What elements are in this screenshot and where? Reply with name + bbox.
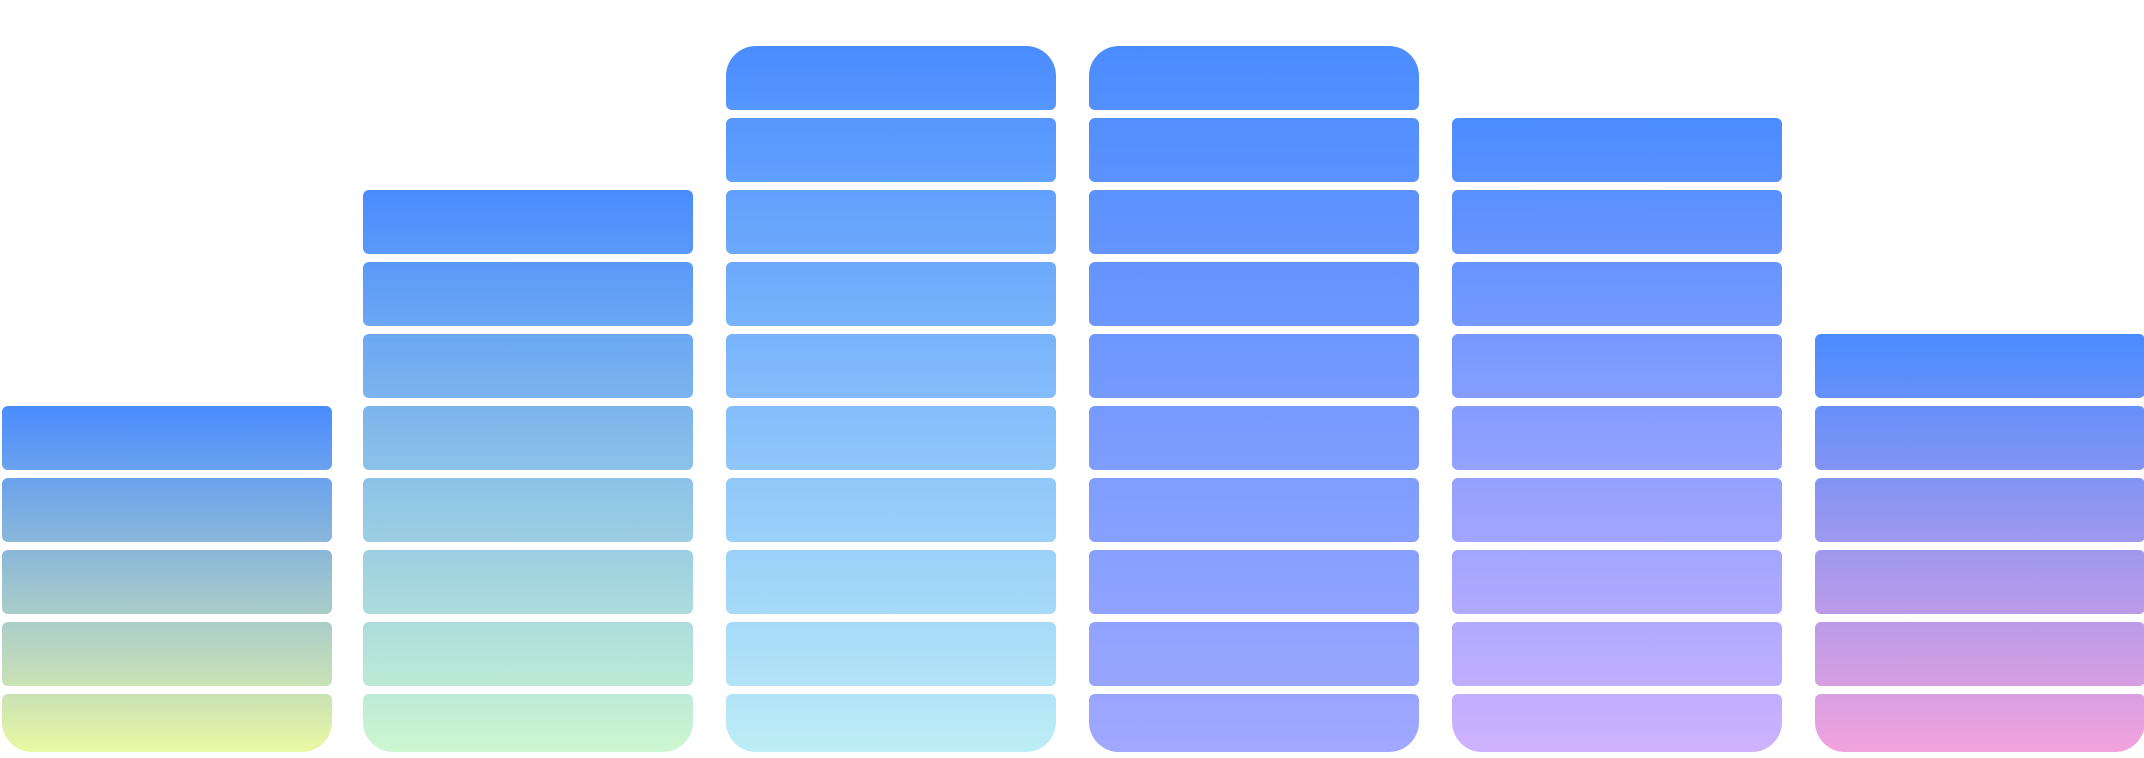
bar-segment (1452, 190, 1782, 254)
bar-column (2, 406, 332, 752)
bar-segment (1452, 406, 1782, 470)
bar-segment (726, 334, 1056, 398)
bar-segment (2, 406, 332, 470)
bar-column (1815, 334, 2144, 752)
bar-segment (363, 550, 693, 614)
bar-segment (1089, 694, 1419, 752)
bar-segment (1815, 694, 2144, 752)
bar-segment (1452, 262, 1782, 326)
bar-segment (1815, 478, 2144, 542)
bar-segment (1089, 118, 1419, 182)
bar-segment (1452, 622, 1782, 686)
bar-segment (1452, 478, 1782, 542)
bar-segment (1089, 478, 1419, 542)
bar-segment (363, 622, 693, 686)
bar-segment (2, 622, 332, 686)
bar-segment (726, 190, 1056, 254)
bar-segment (363, 478, 693, 542)
bar-segment (363, 406, 693, 470)
bar-segment (1089, 46, 1419, 110)
bar-segment (1452, 550, 1782, 614)
bar-column (726, 46, 1056, 752)
bar-column (363, 190, 693, 752)
bar-segment (1089, 190, 1419, 254)
bar-segment (2, 550, 332, 614)
bar-segment (1815, 550, 2144, 614)
bar-segment (726, 406, 1056, 470)
bar-segment (2, 694, 332, 752)
bars-layer (2, 46, 2144, 752)
bar-segment (726, 262, 1056, 326)
bar-segment (1089, 622, 1419, 686)
bar-segment (1089, 334, 1419, 398)
bar-segment (1452, 334, 1782, 398)
bar-segment (1089, 262, 1419, 326)
bar-segment (363, 694, 693, 752)
bar-segment (363, 190, 693, 254)
bar-segment (726, 478, 1056, 542)
bar-segment (726, 46, 1056, 110)
bar-segment (1815, 334, 2144, 398)
bar-column (1089, 46, 1419, 752)
bar-segment (1452, 694, 1782, 752)
bar-segment (726, 118, 1056, 182)
bar-segment (726, 694, 1056, 752)
bar-segment (363, 262, 693, 326)
bar-segment (726, 550, 1056, 614)
bar-column (1452, 118, 1782, 752)
bar-segment (363, 334, 693, 398)
bar-segment (726, 622, 1056, 686)
bar-segment (1089, 550, 1419, 614)
bar-segment (2, 478, 332, 542)
bar-segment (1452, 118, 1782, 182)
bar-segment (1815, 406, 2144, 470)
bar-segment (1089, 406, 1419, 470)
bar-segment (1815, 622, 2144, 686)
